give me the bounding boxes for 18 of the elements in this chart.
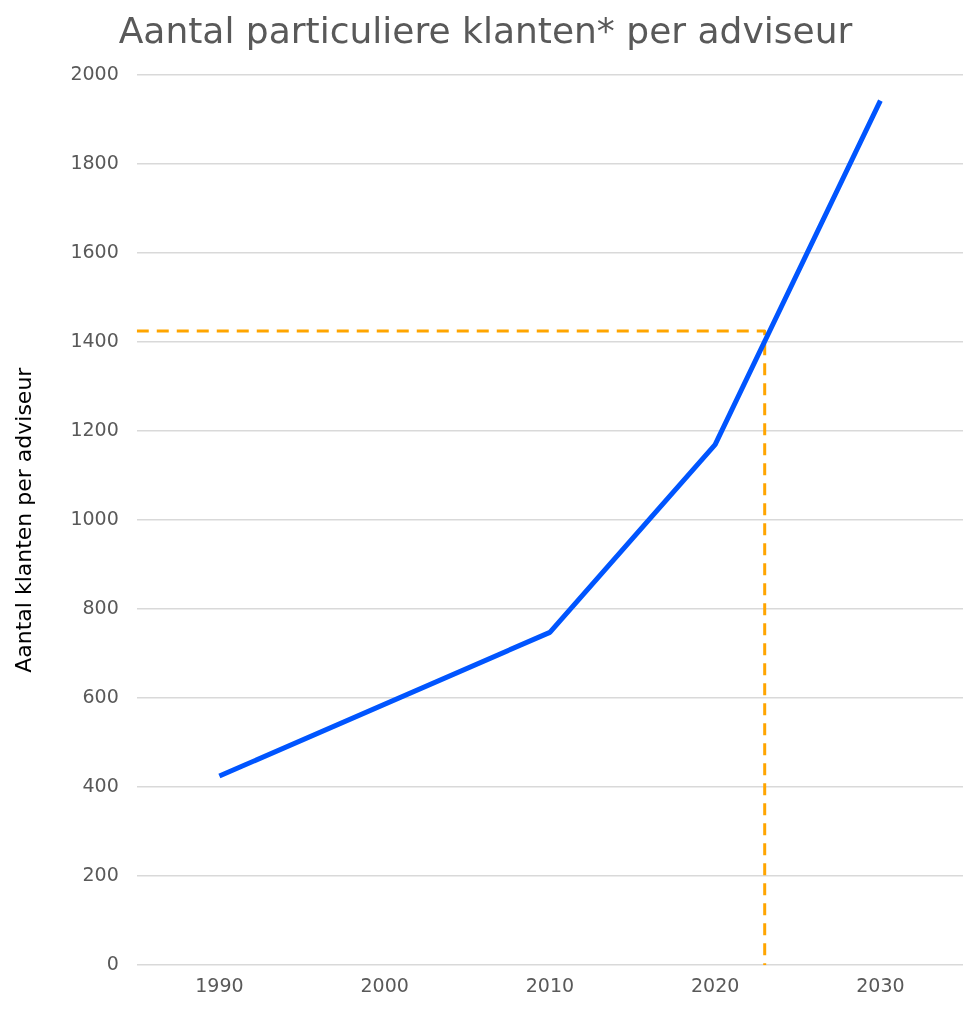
y-tick-label: 1200 bbox=[70, 418, 119, 441]
y-tick-label: 400 bbox=[82, 774, 119, 797]
x-tick-label: 2030 bbox=[856, 973, 905, 996]
x-tick-label: 2010 bbox=[525, 973, 575, 996]
chart-title: Aantal particuliere klanten* per adviseur bbox=[118, 9, 853, 51]
y-tick-label: 1600 bbox=[70, 240, 119, 263]
y-axis-title: Aantal klanten per adviseur bbox=[10, 366, 36, 673]
y-tick-label: 0 bbox=[106, 952, 119, 975]
y-tick-label: 200 bbox=[82, 863, 119, 886]
y-tick-label: 1000 bbox=[70, 507, 119, 530]
y-tick-label: 1400 bbox=[70, 329, 119, 352]
x-tick-label: 2000 bbox=[360, 973, 409, 996]
y-tick-label: 800 bbox=[82, 596, 119, 619]
x-tick-label: 2020 bbox=[690, 973, 740, 996]
x-tick-label: 1990 bbox=[195, 973, 244, 996]
y-tick-label: 2000 bbox=[70, 62, 119, 85]
y-tick-label: 1800 bbox=[70, 151, 119, 174]
y-tick-label: 600 bbox=[82, 685, 119, 708]
